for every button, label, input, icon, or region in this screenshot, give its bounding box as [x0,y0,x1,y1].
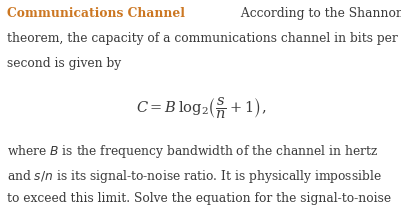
Text: to exceed this limit. Solve the equation for the signal-to-noise: to exceed this limit. Solve the equation… [7,192,391,205]
Text: theorem, the capacity of a communications channel in bits per: theorem, the capacity of a communication… [7,32,397,45]
Text: and $s/n$ is its signal-to-noise ratio. It is physically impossible: and $s/n$ is its signal-to-noise ratio. … [7,168,381,185]
Text: $C = B\,\log_2\!\left(\dfrac{s}{n} + 1\right),$: $C = B\,\log_2\!\left(\dfrac{s}{n} + 1\r… [136,96,265,121]
Text: According to the Shannon-Hartley: According to the Shannon-Hartley [236,7,401,20]
Text: where $B$ is the frequency bandwidth of the channel in hertz: where $B$ is the frequency bandwidth of … [7,143,377,160]
Text: second is given by: second is given by [7,57,121,70]
Text: Communications Channel: Communications Channel [7,7,185,20]
